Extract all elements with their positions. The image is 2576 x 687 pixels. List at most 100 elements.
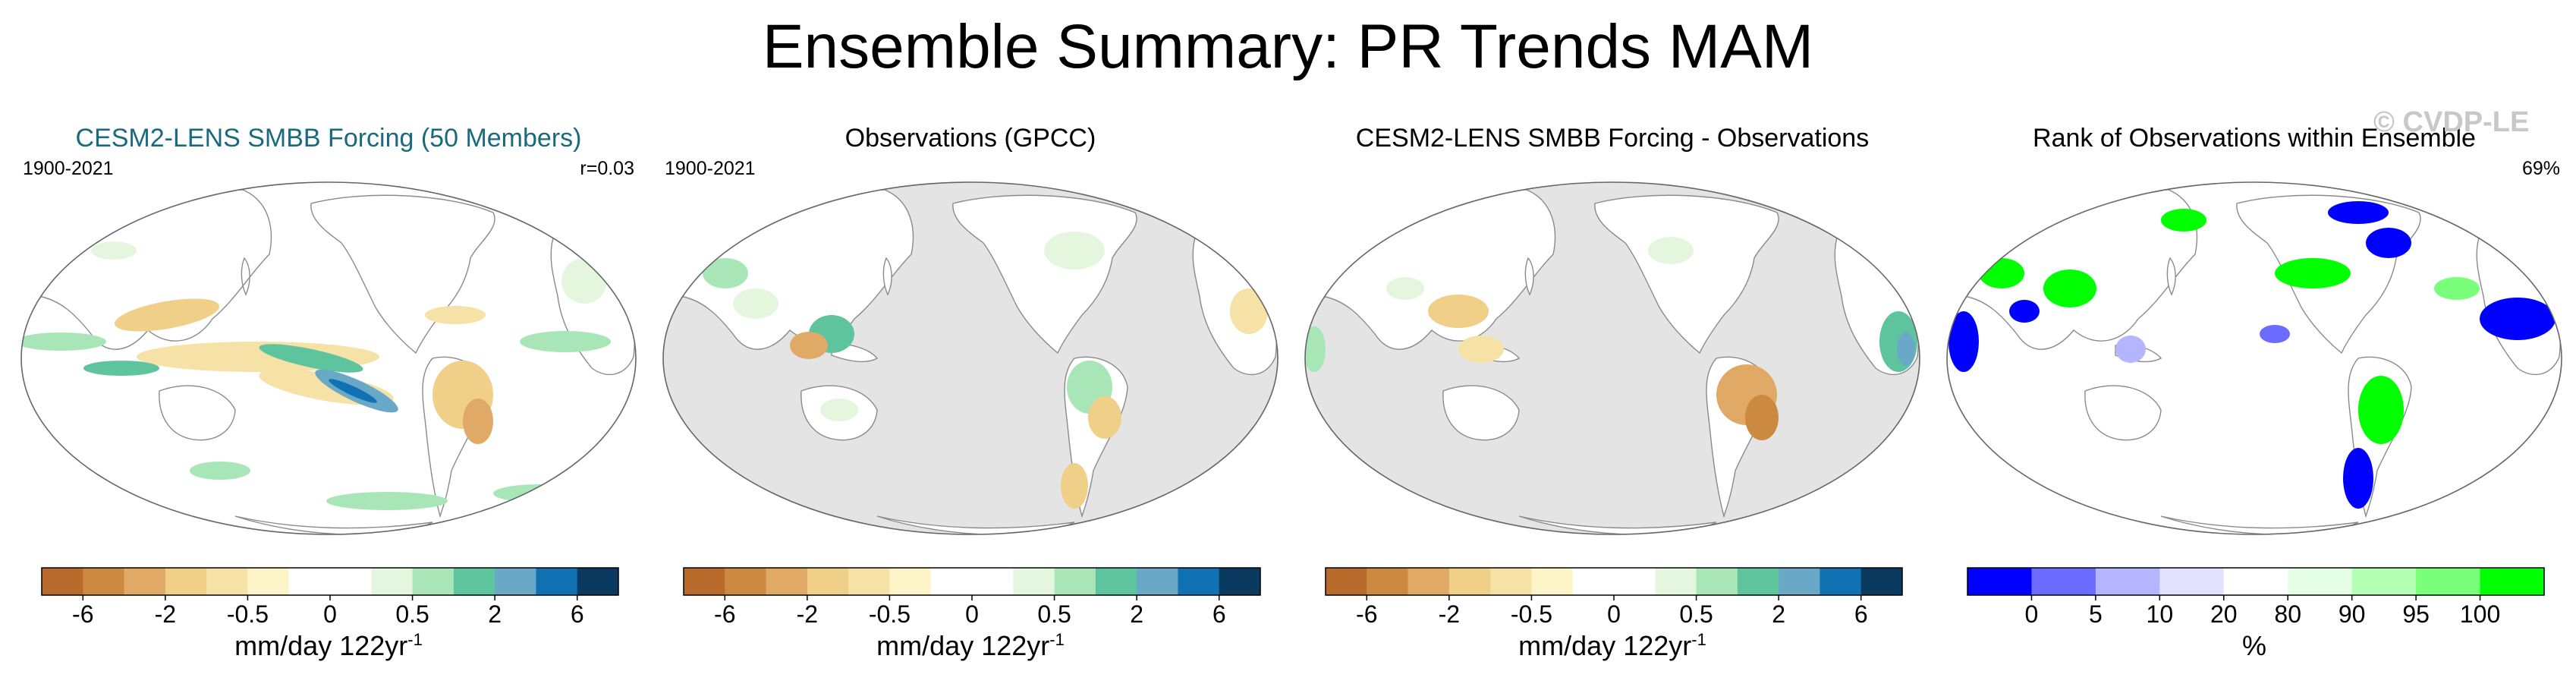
colorbar-tick-label: 0.5 <box>395 600 429 628</box>
colorbar-tick-label: -6 <box>72 600 93 628</box>
panel-rank-of-observations: Rank of Observations within Ensemble 69%… <box>1933 114 2575 683</box>
continent-australia <box>1442 385 1520 441</box>
rank-percent-label: 69% <box>2521 158 2560 179</box>
colorbar-bin <box>1448 568 1491 595</box>
trend-patch <box>1230 288 1268 334</box>
trend-patch <box>703 258 748 288</box>
colorbar-tick-label: 10 <box>2147 600 2174 628</box>
colorbar-bin <box>807 568 849 595</box>
colorbar-bin <box>1054 568 1096 595</box>
colorbar-bin <box>42 568 83 595</box>
colorbar-bin <box>1013 568 1055 595</box>
map-border <box>1946 181 2562 535</box>
colorbar-bin <box>1095 568 1137 595</box>
colorbar-bin <box>330 568 372 595</box>
colorbar-bin <box>165 568 207 595</box>
colorbar-tick-label: 20 <box>2210 600 2238 628</box>
colorbar-tick-label: 0 <box>965 600 979 628</box>
continent-greenland <box>1783 194 1827 214</box>
continent-greenland <box>1141 194 1185 214</box>
trend-patch <box>2328 201 2389 224</box>
colorbar: -6 -2 -0.5 0 0.5 2 6 <box>41 567 619 628</box>
panel-forcing-minus-observations: CESM2-LENS SMBB Forcing - Observations -… <box>1291 114 1933 683</box>
continent-greenland <box>2425 194 2469 214</box>
trend-patch <box>2115 336 2146 363</box>
colorbar-tick-label: -2 <box>797 600 818 628</box>
global-map <box>1304 181 1920 535</box>
colorbar-bin <box>1367 568 1409 595</box>
colorbar-bin <box>1820 568 1862 595</box>
colorbar-bin <box>1178 568 1220 595</box>
colorbar-bin <box>1696 568 1738 595</box>
colorbar-tick-label: 0 <box>1607 600 1621 628</box>
colorbar-tick-label: 6 <box>1854 600 1868 628</box>
trend-patch <box>1386 277 1424 300</box>
map-border <box>662 181 1279 535</box>
trend-patch <box>21 332 106 351</box>
colorbar-bin <box>1779 568 1820 595</box>
panel-title: Observations (GPCC) <box>845 124 1096 153</box>
trend-patch <box>83 361 159 376</box>
colorbar-bin <box>2031 568 2096 595</box>
colorbar-tick-label: 100 <box>2460 600 2500 628</box>
colorbar: -6 -2 -0.5 0 0.5 2 6 <box>1325 567 1903 628</box>
colorbar-tick-label: 0 <box>323 600 337 628</box>
colorbar-bin <box>725 568 767 595</box>
global-map <box>20 181 637 535</box>
continent-australia <box>159 385 236 441</box>
trend-patch <box>190 462 250 480</box>
colorbar-label: % <box>2241 630 2266 661</box>
colorbar-tick-label: -0.5 <box>869 600 911 628</box>
colorbar-tick-label: -0.5 <box>227 600 269 628</box>
trend-patch <box>1458 336 1504 363</box>
colorbar-bin <box>371 568 414 595</box>
colorbar-tick-label: 0.5 <box>1037 600 1071 628</box>
colorbar-bin <box>889 568 932 595</box>
colorbar-bin <box>1614 568 1656 595</box>
colorbar-label: mm/day 122yr-1 <box>876 630 1065 661</box>
colorbar-bin <box>2223 568 2288 595</box>
period-label: 1900-2021 <box>665 158 756 179</box>
trend-patch <box>2366 228 2411 258</box>
continent-japan <box>241 257 250 296</box>
colorbar-bin <box>1967 568 2032 595</box>
colorbar-bin <box>1490 568 1532 595</box>
trend-patch <box>1648 237 1694 264</box>
trend-patch <box>1897 332 1915 366</box>
colorbar-bin <box>1326 568 1367 595</box>
panel-cesm2-forcing: CESM2-LENS SMBB Forcing (50 Members) 190… <box>8 114 650 683</box>
trend-patch <box>114 298 220 332</box>
colorbar-bin <box>83 568 125 595</box>
colorbar-tick-label: -6 <box>714 600 735 628</box>
colorbar-bin <box>930 568 973 595</box>
trend-patch <box>2161 209 2206 232</box>
trend-patch <box>326 492 448 510</box>
colorbar-bin <box>577 568 619 595</box>
trend-patch <box>2275 258 2351 288</box>
trend-patch <box>820 399 858 421</box>
panel-title: Rank of Observations within Ensemble <box>2033 124 2476 153</box>
colorbar-tick-label: -0.5 <box>1511 600 1552 628</box>
continent-australia <box>2084 385 2162 441</box>
map-border <box>20 181 637 535</box>
figure-title: Ensemble Summary: PR Trends MAM <box>762 12 1814 81</box>
continent-antarctica <box>2160 515 2359 534</box>
colorbar-bin <box>206 568 248 595</box>
panel-title: CESM2-LENS SMBB Forcing (50 Members) <box>75 124 582 153</box>
colorbar-tick-label: 0.5 <box>1679 600 1713 628</box>
trend-patch <box>2343 448 2373 509</box>
continent-antarctica <box>234 515 433 534</box>
colorbar-tick-label: 6 <box>571 600 584 628</box>
trend-patch <box>2358 376 2404 444</box>
colorbar-label: mm/day 122yr-1 <box>234 630 423 661</box>
colorbar-bin <box>247 568 290 595</box>
colorbar-tick-label: -2 <box>1439 600 1460 628</box>
colorbar-bin <box>412 568 454 595</box>
trend-patch <box>2043 269 2096 307</box>
trend-patch <box>91 241 137 260</box>
colorbar-tick-label: 2 <box>1772 600 1785 628</box>
colorbar-bin <box>124 568 166 595</box>
colorbar-tick-label: -6 <box>1356 600 1377 628</box>
trend-patch <box>1305 326 1326 372</box>
colorbar-bin <box>2095 568 2160 595</box>
